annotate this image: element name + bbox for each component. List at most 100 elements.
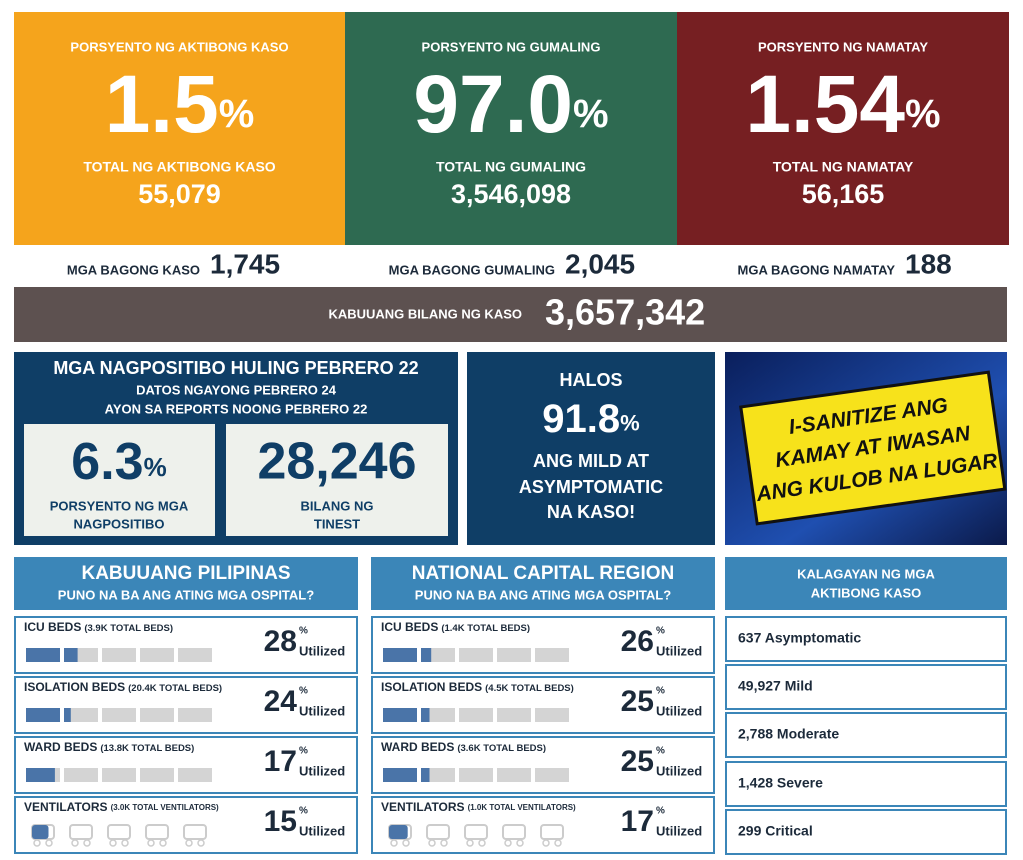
bed-segment xyxy=(140,768,174,782)
percent-sign: % xyxy=(299,806,308,817)
total-bar xyxy=(14,287,1007,342)
bed-segment xyxy=(535,648,569,662)
mild-percent: 91.8% xyxy=(542,397,639,441)
row-percent: 28 xyxy=(264,625,297,658)
ventilator-wheel xyxy=(33,839,41,847)
row-percent: 15 xyxy=(264,805,297,838)
bed-segment xyxy=(497,648,531,662)
utilized-label: Utilized xyxy=(656,763,702,778)
row-percent: 17 xyxy=(264,745,297,778)
row-capacity: (4.5K TOTAL BEDS) xyxy=(485,683,574,694)
percent-sign: % xyxy=(656,806,665,817)
ventilator-wheel xyxy=(542,839,550,847)
ventilator-wheel xyxy=(516,839,524,847)
row-name-text: ISOLATION BEDS xyxy=(381,680,482,694)
percent-sign: % xyxy=(656,626,665,637)
row-name: VENTILATORS (3.0K TOTAL VENTILATORS) xyxy=(24,800,219,814)
new-count-value: 2,045 xyxy=(565,248,635,279)
hospital-title: NATIONAL CAPITAL REGION xyxy=(412,563,674,584)
card-label: PORSYENTO NG NAMATAY xyxy=(758,39,928,54)
ventilator-icon xyxy=(540,824,564,840)
percent-sign: % xyxy=(299,686,308,697)
bed-segment xyxy=(102,768,136,782)
ventilator-wheel xyxy=(159,839,167,847)
tested-box xyxy=(226,424,448,536)
card-total: 56,165 xyxy=(802,179,885,209)
utilized-label: Utilized xyxy=(656,823,702,838)
percent-sign: % xyxy=(620,410,640,435)
bed-segment xyxy=(459,648,493,662)
utilized-label: Utilized xyxy=(656,703,702,718)
bed-fill xyxy=(26,648,60,662)
bed-fill xyxy=(26,768,55,782)
row-name: ISOLATION BEDS (20.4K TOTAL BEDS) xyxy=(24,680,222,694)
card xyxy=(14,12,345,245)
hospital-subtitle: PUNO NA BA ANG ATING MGA OSPITAL? xyxy=(58,587,314,602)
hospital-row xyxy=(371,616,715,674)
mild-text: HALOS xyxy=(560,370,623,390)
hospital-row xyxy=(14,616,358,674)
row-percent: 25 xyxy=(621,745,654,778)
row-name: VENTILATORS (1.0K TOTAL VENTILATORS) xyxy=(381,800,576,814)
hospital-row xyxy=(14,676,358,734)
row-capacity: (3.9K TOTAL BEDS) xyxy=(84,623,173,634)
row-percent: 17 xyxy=(621,805,654,838)
ventilator-wheel xyxy=(71,839,79,847)
utilized-label: Utilized xyxy=(299,703,345,718)
card-percent-value: 1.5 xyxy=(105,59,219,150)
bed-segment xyxy=(535,708,569,722)
card-percent: 1.5% xyxy=(105,59,255,150)
positivity-subtitle: AYON SA REPORTS NOONG PEBRERO 22 xyxy=(105,401,368,416)
percent-sign: % xyxy=(573,92,609,136)
ventilator-wheel xyxy=(121,839,129,847)
ventilator-wheel xyxy=(45,839,53,847)
bed-fill xyxy=(421,768,430,782)
new-count-label: MGA BAGONG GUMALING xyxy=(389,262,555,277)
ventilator-icon xyxy=(426,824,450,840)
bed-fill xyxy=(421,708,430,722)
status-text: 299 Critical xyxy=(738,823,813,839)
hospital-row xyxy=(14,736,358,794)
row-name-text: WARD BEDS xyxy=(24,740,97,754)
row-name-text: VENTILATORS xyxy=(24,800,108,814)
row-name-text: VENTILATORS xyxy=(381,800,465,814)
hospital-header xyxy=(371,557,715,610)
ventilator-icon xyxy=(145,824,169,840)
percent-sign: % xyxy=(299,626,308,637)
ventilator-wheel xyxy=(504,839,512,847)
tested-label: BILANG NG xyxy=(301,498,374,513)
status-row xyxy=(725,664,1007,710)
status-row xyxy=(725,712,1007,758)
ventilator-fill xyxy=(389,825,408,839)
mild-panel xyxy=(467,352,715,545)
card-percent-value: 97.0 xyxy=(413,59,573,150)
rate-box xyxy=(24,424,215,536)
card-total: 55,079 xyxy=(138,179,221,209)
bed-segment xyxy=(497,708,531,722)
card-total-label: TOTAL NG AKTIBONG KASO xyxy=(83,159,275,175)
rate-label: PORSYENTO NG MGA xyxy=(50,498,189,513)
hospital-subtitle: PUNO NA BA ANG ATING MGA OSPITAL? xyxy=(415,587,671,602)
new-count-label: MGA BAGONG KASO xyxy=(67,262,200,277)
ventilator-wheel xyxy=(390,839,398,847)
ventilator-icon xyxy=(464,824,488,840)
ventilator-wheel xyxy=(147,839,155,847)
utilized-label: Utilized xyxy=(656,643,702,658)
bed-fill xyxy=(64,708,71,722)
banner-sign xyxy=(739,370,1007,526)
card xyxy=(345,12,677,245)
percent-sign: % xyxy=(656,746,665,757)
positivity-rate-value: 6.3 xyxy=(71,433,143,491)
row-percent: 26 xyxy=(621,625,654,658)
card-percent: 97.0% xyxy=(413,59,608,150)
row-capacity: (1.4K TOTAL BEDS) xyxy=(441,623,530,634)
total-value: 3,657,342 xyxy=(545,292,705,333)
mild-percent-value: 91.8 xyxy=(542,397,620,441)
card-label: PORSYENTO NG GUMALING xyxy=(422,39,601,54)
bed-segment xyxy=(140,648,174,662)
card-percent-value: 1.54 xyxy=(745,59,905,150)
card xyxy=(677,12,1009,245)
ventilator-wheel xyxy=(478,839,486,847)
